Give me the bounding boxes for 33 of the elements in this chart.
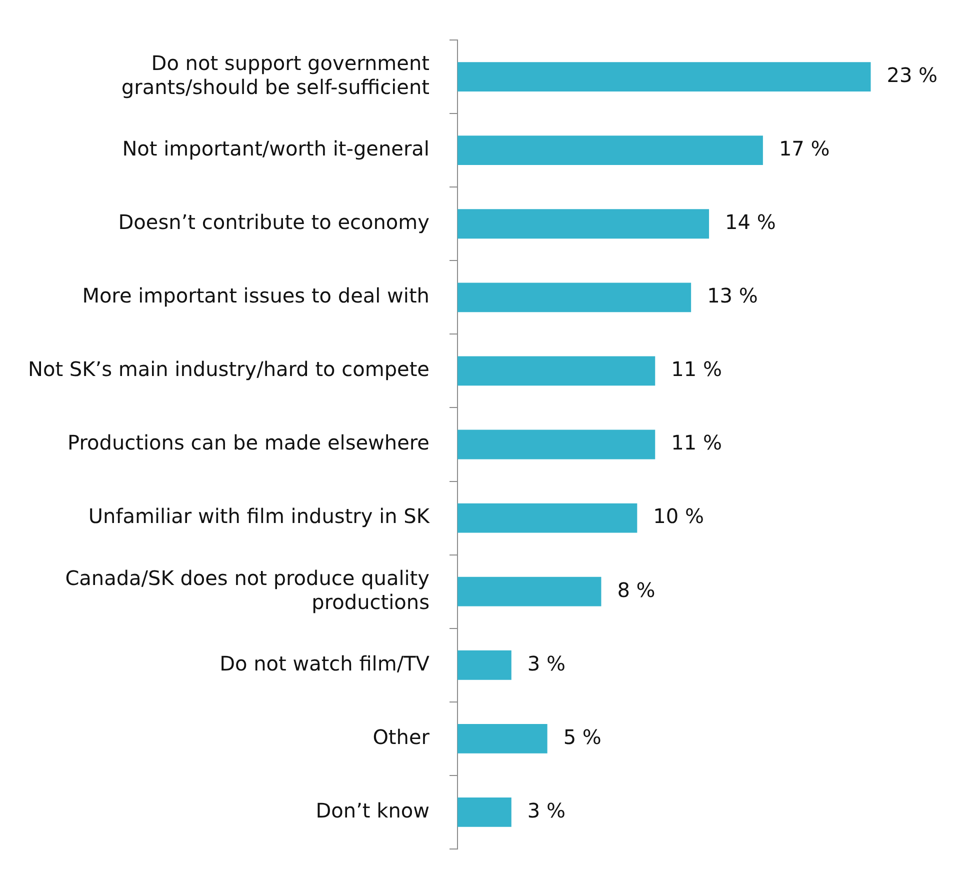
data-label: 5 % — [563, 724, 602, 749]
data-label: 10 % — [653, 504, 704, 528]
data-label: 8 % — [617, 578, 656, 602]
y-tick-label: Not important/worth it-general — [122, 136, 430, 161]
y-tick-label: Unfamiliar with film industry in SK — [88, 504, 430, 528]
data-label: 11 % — [671, 357, 722, 382]
bar — [457, 209, 710, 239]
data-label: 3 % — [527, 651, 566, 676]
bar — [457, 650, 512, 680]
bar — [457, 576, 602, 606]
y-tick-label: More important issues to deal with — [82, 284, 430, 308]
data-label: 3 % — [527, 798, 566, 822]
y-tick-label: Don’t know — [316, 798, 430, 822]
bar — [457, 503, 638, 533]
bar — [457, 724, 548, 754]
y-tick-label: Canada/SK does not produce quality productions — [65, 566, 430, 614]
y-tick-label: Do not support government grants/should be self-sufficient — [121, 50, 430, 99]
data-label: 11 % — [671, 430, 722, 455]
y-tick-label: Do not watch film/TV — [220, 651, 430, 676]
bar — [457, 356, 656, 386]
data-label: 17 % — [778, 136, 830, 161]
y-tick-label: Productions can be made elsewhere — [68, 430, 430, 455]
y-tick-label: Doesn’t contribute to economy — [118, 210, 430, 234]
data-label: 14 % — [725, 210, 776, 234]
y-tick-label: Other — [372, 724, 430, 749]
data-label: 23 % — [886, 62, 938, 87]
bar — [457, 136, 763, 166]
bar — [457, 282, 692, 312]
bar — [457, 62, 871, 92]
y-tick-label: Not SK’s main industry/hard to compete — [28, 357, 430, 382]
bar — [457, 430, 656, 460]
data-label: 13 % — [707, 284, 758, 308]
bar — [457, 798, 512, 827]
